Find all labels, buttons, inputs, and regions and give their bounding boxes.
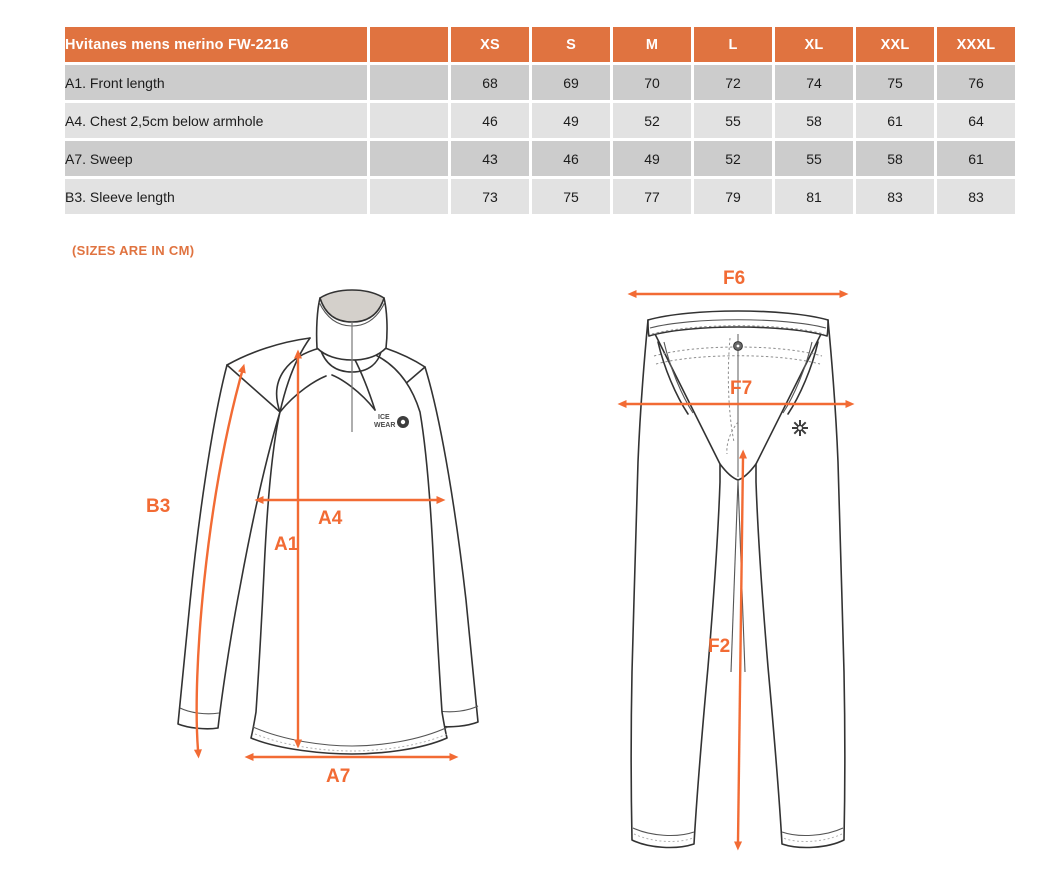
value-cell-m: 52	[613, 103, 691, 138]
size-table-container: Hvitanes mens merino FW-2216 XS S M L XL…	[62, 24, 1015, 217]
measure-b3-label: B3	[146, 496, 170, 517]
blank-cell	[370, 141, 448, 176]
measurement-label: A7. Sweep	[65, 141, 367, 176]
pants-artwork	[630, 310, 846, 849]
measurement-label: A4. Chest 2,5cm below armhole	[65, 103, 367, 138]
brand-emblem-center-icon	[400, 419, 406, 425]
measurement-label: B3. Sleeve length	[65, 179, 367, 214]
value-cell-m: 49	[613, 141, 691, 176]
table-row: A1. Front length 68 69 70 72 74 75 76	[65, 65, 1015, 100]
blank-cell	[370, 65, 448, 100]
jacket-diagram: ICE WEAR B3 A1	[120, 272, 580, 892]
value-cell-xxl: 58	[856, 141, 934, 176]
measure-a7: A7	[244, 753, 459, 787]
value-cell-s: 49	[532, 103, 610, 138]
measure-a1-label: A1	[274, 534, 299, 555]
value-cell-xs: 73	[451, 179, 529, 214]
value-cell-l: 72	[694, 65, 772, 100]
size-table: Hvitanes mens merino FW-2216 XS S M L XL…	[62, 24, 1018, 217]
measure-a7-label: A7	[326, 766, 350, 787]
value-cell-xxxl: 76	[937, 65, 1015, 100]
value-cell-xs: 46	[451, 103, 529, 138]
size-header-s: S	[532, 27, 610, 62]
value-cell-m: 77	[613, 179, 691, 214]
value-cell-l: 55	[694, 103, 772, 138]
value-cell-xl: 55	[775, 141, 853, 176]
size-header-xs: XS	[451, 27, 529, 62]
waist-button-center-icon	[736, 344, 740, 348]
measure-f2: F2	[708, 449, 747, 851]
value-cell-xxxl: 64	[937, 103, 1015, 138]
measure-a4: A4	[254, 496, 446, 529]
measure-f7: F7	[617, 378, 855, 408]
table-row: B3. Sleeve length 73 75 77 79 81 83 83	[65, 179, 1015, 214]
blank-column-header	[370, 27, 448, 62]
value-cell-xs: 43	[451, 141, 529, 176]
size-header-xxl: XXL	[856, 27, 934, 62]
measurement-label: A1. Front length	[65, 65, 367, 100]
measure-a4-label: A4	[318, 508, 343, 529]
value-cell-s: 46	[532, 141, 610, 176]
value-cell-xl: 58	[775, 103, 853, 138]
size-header-xxxl: XXXL	[937, 27, 1015, 62]
value-cell-xl: 74	[775, 65, 853, 100]
value-cell-xxxl: 83	[937, 179, 1015, 214]
ice-wear-logo: ICE WEAR	[374, 414, 409, 429]
value-cell-xs: 68	[451, 65, 529, 100]
measure-f7-label: F7	[730, 378, 752, 399]
value-cell-xl: 81	[775, 179, 853, 214]
snowflake-icon	[792, 420, 808, 436]
product-title-header: Hvitanes mens merino FW-2216	[65, 27, 367, 62]
table-header-row: Hvitanes mens merino FW-2216 XS S M L XL…	[65, 27, 1015, 62]
brand-text-line1: ICE	[378, 414, 390, 421]
table-row: A4. Chest 2,5cm below armhole 46 49 52 5…	[65, 103, 1015, 138]
size-header-xl: XL	[775, 27, 853, 62]
table-header: Hvitanes mens merino FW-2216 XS S M L XL…	[65, 27, 1015, 62]
garment-diagrams: ICE WEAR B3 A1	[0, 268, 1040, 892]
table-body: A1. Front length 68 69 70 72 74 75 76 A4…	[65, 65, 1015, 214]
blank-cell	[370, 179, 448, 214]
measure-a1: A1	[274, 349, 302, 749]
pants-diagram: F6 F7 F2	[600, 268, 920, 892]
size-header-m: M	[613, 27, 691, 62]
blank-cell	[370, 103, 448, 138]
brand-text-line2: WEAR	[374, 422, 395, 429]
value-cell-xxl: 75	[856, 65, 934, 100]
measure-f6-label: F6	[723, 268, 745, 289]
value-cell-xxxl: 61	[937, 141, 1015, 176]
measure-f2-label: F2	[708, 636, 730, 657]
value-cell-xxl: 61	[856, 103, 934, 138]
measure-b3: B3	[146, 363, 246, 759]
value-cell-s: 75	[532, 179, 610, 214]
value-cell-m: 70	[613, 65, 691, 100]
value-cell-s: 69	[532, 65, 610, 100]
measure-f6: F6	[627, 268, 849, 298]
value-cell-l: 79	[694, 179, 772, 214]
size-header-l: L	[694, 27, 772, 62]
units-note: (SIZES ARE IN CM)	[72, 243, 195, 258]
value-cell-l: 52	[694, 141, 772, 176]
table-row: A7. Sweep 43 46 49 52 55 58 61	[65, 141, 1015, 176]
value-cell-xxl: 83	[856, 179, 934, 214]
